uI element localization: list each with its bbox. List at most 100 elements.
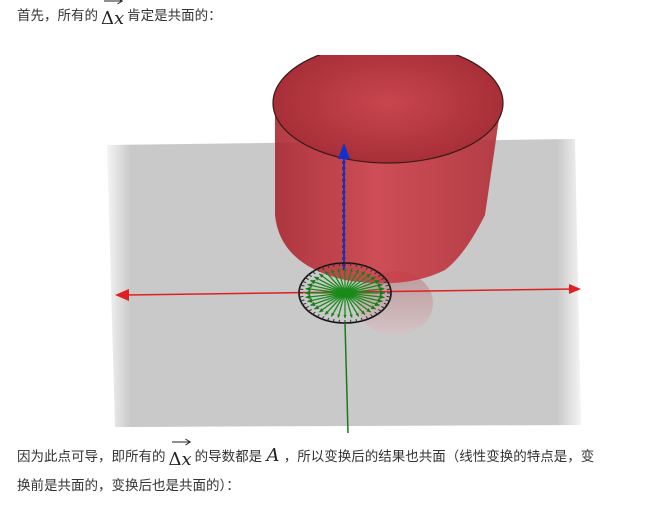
derivative-vector-head: [325, 310, 329, 315]
rim-tick: [301, 302, 307, 306]
derivative-vector-head: [370, 276, 376, 281]
derivative-vector: [344, 292, 385, 298]
derivative-vector: [344, 292, 376, 310]
matrix-a: A: [266, 445, 280, 466]
derivative-vector: [310, 279, 346, 294]
derivative-vector: [344, 292, 353, 318]
derivative-vector-head: [331, 312, 335, 317]
derivative-vector-head: [366, 308, 371, 313]
derivative-vector-head: [380, 290, 385, 296]
rim-tick: [378, 309, 383, 313]
derivative-vector: [337, 292, 346, 318]
derivative-vector: [344, 288, 385, 294]
explanation-line-2: 换前是共面的，变换后也是共面的）：: [17, 478, 240, 494]
right-arrow-icon: [104, 0, 124, 5]
derivative-vector: [307, 292, 346, 303]
derivative-vector: [344, 292, 383, 303]
rim-tick: [360, 264, 364, 269]
rim-tick: [386, 288, 392, 290]
rim-tick: [385, 284, 391, 287]
3d-figure: [105, 42, 585, 435]
derivative-vector-head: [374, 279, 380, 285]
derivative-vector-head: [331, 269, 335, 274]
derivative-vector: [344, 268, 353, 294]
cylinder-lower: [357, 271, 433, 335]
derivative-vector-head: [325, 271, 329, 276]
rim-tick: [307, 309, 312, 313]
derivative-vectors: [298, 262, 392, 324]
rim-tick: [299, 299, 305, 302]
derivative-vector-head: [379, 286, 385, 292]
rim-tick: [349, 319, 352, 324]
derivative-vector-head: [337, 314, 341, 318]
derivative-vector: [344, 279, 380, 294]
rim-tick: [355, 262, 358, 268]
rim-tick: [311, 311, 316, 316]
x-axis-arrowhead: [115, 289, 129, 301]
rim-tick: [386, 296, 392, 298]
derivative-vector-head: [337, 268, 341, 272]
derivative-vector-head: [355, 269, 359, 274]
derivative-vector: [305, 288, 346, 294]
derivative-vector-head: [377, 283, 383, 288]
delta-x-vector: Δx: [101, 0, 125, 33]
derivative-vector-head: [379, 294, 385, 300]
derivative-vector: [330, 269, 346, 294]
intro-after-text: 肯定是共面的：: [127, 8, 222, 24]
derivative-vector: [324, 292, 346, 316]
rim-tick: [338, 319, 341, 324]
derivative-vector: [344, 269, 360, 294]
derivative-vector-head: [314, 276, 320, 281]
rim-tick: [311, 270, 316, 275]
derivative-vector-head: [310, 279, 316, 285]
derivative-vector: [344, 270, 366, 294]
explanation-line-1: 因为此点可导，即所有的 Δx 的导数都是 A ，所以变换后的结果也共面（线性变换的特…: [17, 438, 595, 474]
rim-tick: [374, 311, 379, 316]
derivative-vector-head: [319, 308, 324, 313]
derivative-vector: [344, 292, 366, 316]
rim-tick: [321, 316, 325, 321]
rim-tick: [299, 284, 305, 287]
rim-tick: [349, 262, 352, 267]
derivative-vector-head: [366, 273, 371, 278]
explanation-text-2: 的导数都是: [194, 449, 263, 465]
derivative-vector: [310, 292, 346, 307]
derivative-vector-head: [343, 314, 347, 318]
rim-tick: [365, 265, 369, 270]
explanation-text-1: 因为此点可导，即所有的: [17, 449, 166, 465]
derivative-vector-head: [361, 271, 365, 276]
derivative-vector-head: [314, 305, 320, 310]
rim-tick: [383, 280, 389, 284]
derivative-vector-head: [349, 268, 353, 272]
derivative-vector-head: [307, 283, 313, 288]
rim-tick: [383, 302, 389, 306]
rim-tick: [385, 299, 391, 302]
rim-tick: [326, 264, 330, 269]
rim-tick: [374, 270, 379, 275]
blue-arrowhead: [338, 143, 350, 159]
x-variable: x: [181, 449, 192, 470]
derivative-vector: [314, 276, 346, 294]
rim-tick: [338, 262, 341, 267]
rim-tick: [360, 317, 364, 322]
explanation-text-3: ，所以变换后的结果也共面（线性变换的特点是，变: [283, 449, 595, 465]
derivative-vector-head: [305, 290, 310, 296]
derivative-vector: [344, 273, 372, 294]
derivative-vector-head: [307, 298, 313, 303]
x-variable: x: [114, 8, 125, 29]
rim-tick: [326, 317, 330, 322]
derivative-vector: [318, 292, 346, 313]
rim-tick: [304, 277, 309, 280]
rim-tick: [365, 316, 369, 321]
rim-tick: [321, 265, 325, 270]
derivative-vector-head: [319, 273, 324, 278]
derivative-vector-head: [377, 298, 383, 303]
right-arrow-icon: [171, 438, 191, 446]
rim-tick: [332, 318, 335, 324]
rim-tick: [370, 268, 374, 272]
intro-before-text: 首先，所有的: [17, 8, 98, 24]
derivative-vector: [344, 283, 383, 294]
rim-tick: [301, 280, 307, 284]
derivative-vector-head: [361, 310, 365, 315]
derivative-vector: [324, 270, 346, 294]
